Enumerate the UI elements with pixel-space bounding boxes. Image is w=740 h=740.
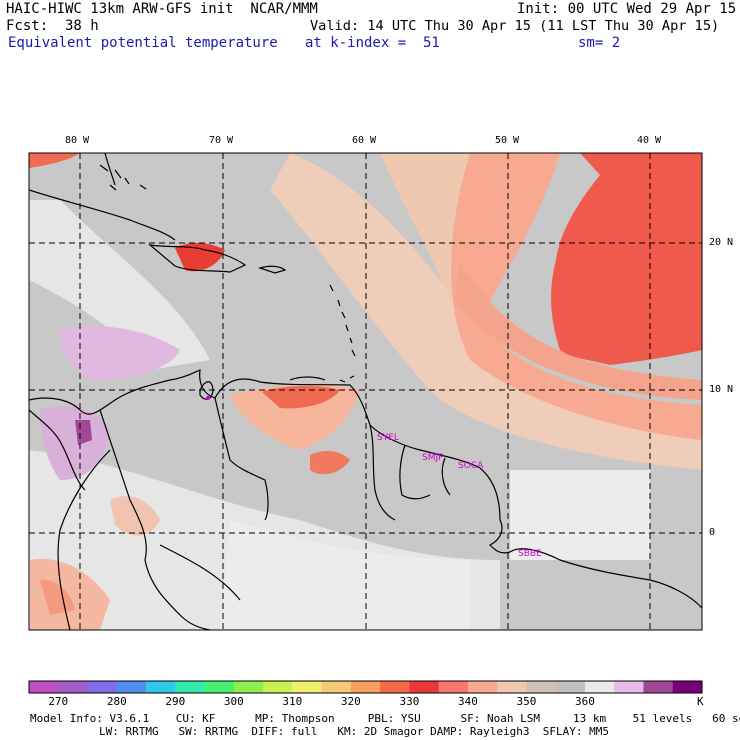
colorbar-swatch <box>146 681 176 693</box>
colorbar-swatch <box>409 681 440 693</box>
high-theta-e-region <box>551 153 702 365</box>
station-label-syel: SYEL <box>377 433 399 443</box>
colorbar-swatch <box>204 681 235 693</box>
colorbar-label: 320 <box>341 695 361 708</box>
colorbar-label: 330 <box>399 695 419 708</box>
model-info-line2: LW: RRTMG SW: RRTMG DIFF: full KM: 2D Sm… <box>99 725 609 738</box>
plot-title: HAIC-HIWC 13km ARW-GFS init NCAR/MMM <box>6 1 318 17</box>
colorbar-swatch <box>643 681 674 693</box>
lat-label-0: 0 <box>709 527 716 538</box>
colorbar-label: 340 <box>458 695 478 708</box>
colorbar-swatch <box>467 681 498 693</box>
valid-time: Valid: 14 UTC Thu 30 Apr 15 (11 LST Thu … <box>310 18 720 34</box>
colorbar-label: 350 <box>516 695 536 708</box>
colorbar-swatch <box>497 681 527 693</box>
colorbar-label: 360 <box>575 695 595 708</box>
lon-label-70w: 70 W <box>209 135 234 146</box>
colorbar-label: 290 <box>165 695 185 708</box>
lon-label-40w: 40 W <box>637 135 662 146</box>
colorbar-swatch <box>292 681 323 693</box>
colorbar-swatch <box>672 681 703 693</box>
colorbar-swatch <box>87 681 118 693</box>
model-info-line1: Model Info: V3.6.1 CU: KF MP: Thompson P… <box>30 712 740 725</box>
colorbar-swatch <box>380 681 410 693</box>
colorbar-swatch <box>614 681 644 693</box>
init-time: Init: 00 UTC Wed 29 Apr 15 <box>517 1 737 17</box>
colorbar-label: 310 <box>282 695 302 708</box>
coastlines <box>29 153 702 630</box>
colorbar-swatch <box>584 681 615 693</box>
lat-label-20n: 20 N <box>709 237 734 248</box>
station-marker <box>206 396 210 400</box>
smoothing-info: sm= 2 <box>578 35 621 51</box>
colorbar-swatch <box>29 681 59 693</box>
colorbar-swatch <box>350 681 381 693</box>
colorbar-swatch <box>263 681 293 693</box>
colorbar-swatch <box>58 681 89 693</box>
lat-lon-grid <box>29 153 702 630</box>
station-label-sbbe: SBBE <box>518 549 542 559</box>
colorbar-swatch <box>233 681 264 693</box>
station-label-soca: SOCA <box>458 461 484 471</box>
lon-label-50w: 50 W <box>495 135 520 146</box>
colorbar-label: 300 <box>224 695 244 708</box>
map-frame <box>28 152 703 631</box>
colorbar-swatch <box>555 681 586 693</box>
forecast-hour: Fcst: 38 h <box>6 18 99 34</box>
level-info: at k-index = 51 <box>305 35 440 51</box>
lat-label-10n: 10 N <box>709 384 734 395</box>
colorbar-label: 280 <box>107 695 127 708</box>
field-name: Equivalent potential temperature <box>8 35 278 51</box>
colorbar-swatch <box>438 681 469 693</box>
colorbar-swatch <box>116 681 147 693</box>
lon-label-60w: 60 W <box>352 135 377 146</box>
colorbar-swatch <box>175 681 206 693</box>
lon-label-80w: 80 W <box>65 135 90 146</box>
colorbar-label: 270 <box>48 695 68 708</box>
station-label-smjp: SMJP <box>422 453 444 463</box>
colorbar-swatch <box>526 681 557 693</box>
colorbar-swatch <box>321 681 352 693</box>
colorbar-unit: K <box>697 695 704 708</box>
